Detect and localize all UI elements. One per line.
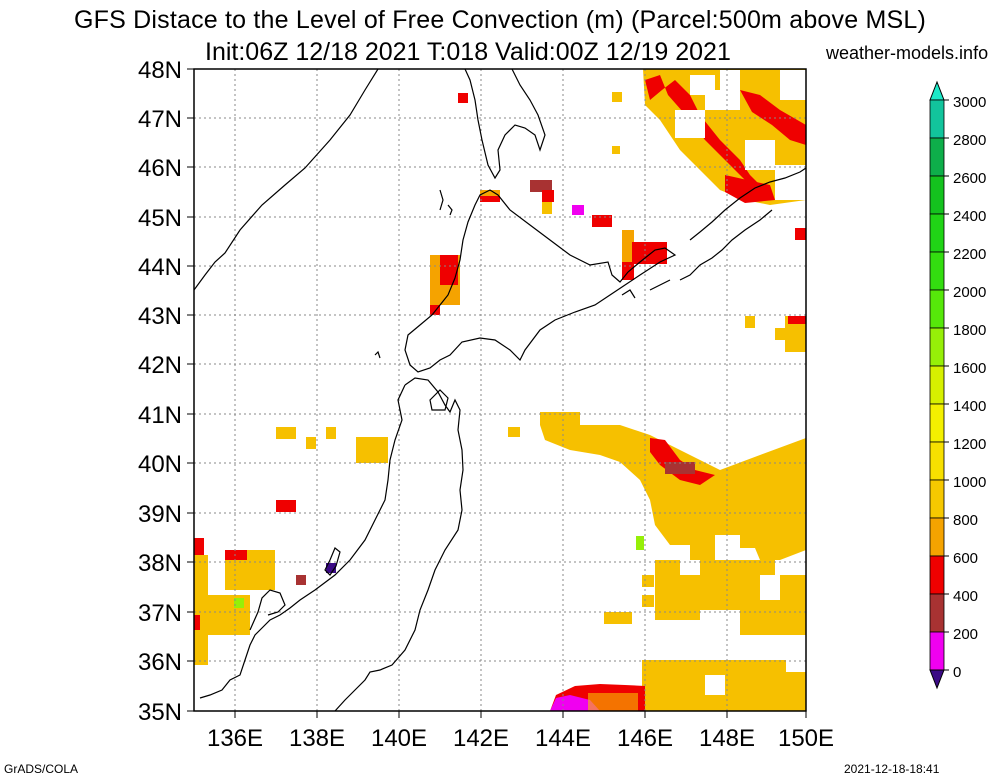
colorbar-label: 2800 <box>953 132 986 149</box>
colorbar-segment <box>929 479 945 519</box>
lat-label: 40N <box>138 451 182 478</box>
lat-label: 42N <box>138 352 182 379</box>
site-credit: weather-models.info <box>826 43 989 63</box>
lat-label: 45N <box>138 205 182 232</box>
lat-label: 44N <box>138 254 182 281</box>
colorbar-bottom-arrow <box>929 669 945 690</box>
colorbar-segment <box>929 213 945 253</box>
colorbar-segment <box>929 99 945 139</box>
lon-label: 148E <box>699 725 755 752</box>
gridlines <box>194 69 806 711</box>
lat-label: 36N <box>138 649 182 676</box>
lat-label: 41N <box>138 402 182 429</box>
colorbar-segment <box>929 555 945 595</box>
lon-label: 144E <box>535 725 591 752</box>
colorbar-label: 2000 <box>953 284 986 301</box>
colorbar-label: 1600 <box>953 360 986 377</box>
colorbar-segment <box>929 289 945 329</box>
lat-label: 35N <box>138 699 182 726</box>
colorbar-label: 2200 <box>953 246 986 263</box>
colorbar-label: 0 <box>953 664 961 681</box>
lon-label: 138E <box>289 725 345 752</box>
lat-labels: 48N 47N 46N 45N 44N 43N 42N 41N 40N 39N … <box>138 57 182 726</box>
lon-label: 136E <box>207 725 263 752</box>
lon-label: 146E <box>617 725 673 752</box>
lon-label: 140E <box>371 725 427 752</box>
colorbar-segment <box>929 441 945 481</box>
colorbar-label: 200 <box>953 626 978 643</box>
colorbar-labels: 3000 2800 2600 2400 2200 2000 1800 1600 … <box>953 94 986 681</box>
colorbar-label: 2600 <box>953 170 986 187</box>
colorbar <box>929 80 949 690</box>
colorbar-label: 800 <box>953 512 978 529</box>
colorbar-segment <box>929 631 945 671</box>
colorbar-segment <box>929 517 945 557</box>
axis-ticks <box>187 68 807 718</box>
lon-label: 150E <box>778 725 834 752</box>
lat-label: 47N <box>138 106 182 133</box>
map-frame <box>193 68 807 712</box>
shading-offshore-east <box>508 412 806 635</box>
colorbar-label: 1400 <box>953 398 986 415</box>
shading-northeast <box>612 69 806 240</box>
colorbar-segment <box>929 175 945 215</box>
colorbar-label: 1800 <box>953 322 986 339</box>
colorbar-label: 1000 <box>953 474 986 491</box>
lat-label: 48N <box>138 57 182 84</box>
colorbar-segment <box>929 403 945 443</box>
shading-japan-sea <box>194 427 388 665</box>
chart-title: GFS Distace to the Level of Free Convect… <box>73 6 927 34</box>
lat-label: 46N <box>138 155 182 182</box>
colorbar-label: 400 <box>953 588 978 605</box>
colorbar-segment <box>929 365 945 405</box>
colorbar-segment <box>929 593 945 633</box>
colorbar-top-arrow <box>929 80 945 101</box>
lat-label: 43N <box>138 303 182 330</box>
colorbar-label: 2400 <box>953 208 986 225</box>
coastlines <box>194 69 806 711</box>
colorbar-label: 1200 <box>953 436 986 453</box>
colorbar-segment <box>929 137 945 177</box>
lon-labels: 136E 138E 140E 142E 144E 146E 148E 150E <box>207 725 834 752</box>
lat-label: 39N <box>138 501 182 528</box>
colorbar-segment <box>929 327 945 367</box>
generated-timestamp: 2021-12-18-18:41 <box>844 762 940 776</box>
colorbar-label: 3000 <box>953 94 986 111</box>
software-credit: GrADS/COLA <box>4 762 79 776</box>
lat-label: 38N <box>138 550 182 577</box>
chart-subtitle: Init:06Z 12/18 2021 T:018 Valid:00Z 12/1… <box>205 38 731 66</box>
lon-label: 142E <box>453 725 509 752</box>
lat-label: 37N <box>138 600 182 627</box>
colorbar-label: 600 <box>953 550 978 567</box>
colorbar-segment <box>929 251 945 291</box>
